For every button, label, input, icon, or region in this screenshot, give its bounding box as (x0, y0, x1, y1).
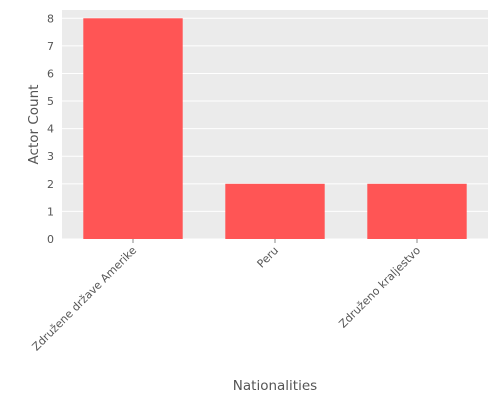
bar (83, 18, 183, 239)
y-tick-label: 8 (47, 12, 54, 25)
y-tick-label: 1 (47, 205, 54, 218)
bar (367, 183, 467, 239)
y-tick-label: 0 (47, 233, 54, 246)
y-tick-label: 3 (47, 150, 54, 163)
x-axis-ticks: Združene države Amerike Peru Združeno kral… (30, 239, 423, 354)
y-tick-label: 6 (47, 67, 54, 80)
y-tick-label: 4 (47, 123, 54, 136)
y-tick-label: 7 (47, 40, 54, 53)
bars (83, 18, 467, 239)
y-tick-label: 5 (47, 95, 54, 108)
y-axis-title: Actor Count (26, 85, 42, 165)
y-tick-label: 2 (47, 178, 54, 191)
bar (225, 183, 325, 239)
x-axis-title: Nationalities (233, 378, 317, 394)
x-tick-label: Združeno kraljestvo (336, 244, 423, 331)
y-axis-ticks: 0 1 2 3 4 5 6 7 8 (47, 12, 54, 246)
x-tick-label: Združene države Amerike (30, 244, 140, 354)
x-tick-label: Peru (255, 244, 282, 271)
